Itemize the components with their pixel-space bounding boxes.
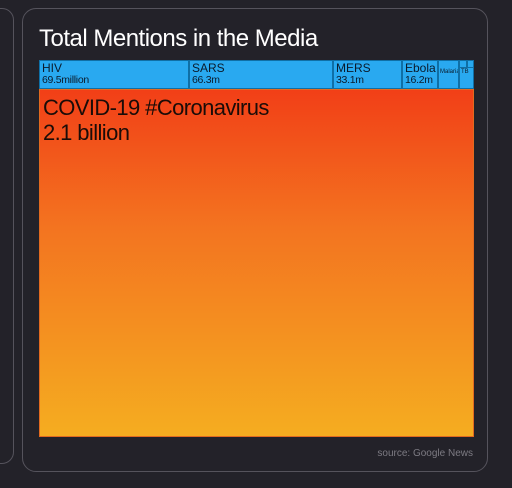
source-note: source: Google News: [377, 448, 473, 459]
tile-hiv-name: HIV: [42, 61, 63, 75]
tile-mers-value: 33.1m: [336, 74, 364, 86]
tile-sars[interactable]: SARS 66.3m: [189, 60, 333, 89]
tile-ebola-value: 16.2m: [405, 74, 433, 86]
tile-mers-name: MERS: [336, 61, 371, 75]
tile-hiv-value: 69.5million: [42, 74, 89, 86]
tile-malaria-name: Malaria: [440, 69, 459, 75]
tile-hiv[interactable]: HIV 69.5million: [39, 60, 189, 89]
tile-ebola[interactable]: Ebola 16.2m: [402, 60, 438, 89]
tile-minor-b[interactable]: [467, 60, 474, 68]
adjacent-card-edge: [0, 8, 14, 464]
tile-malaria[interactable]: Malaria: [438, 60, 459, 89]
treemap: HIV 69.5million SARS 66.3m MERS 33.1m Eb…: [39, 60, 474, 437]
chart-card: Total Mentions in the Media HIV 69.5mill…: [22, 8, 488, 472]
tile-ebola-name: Ebola: [405, 61, 436, 75]
tile-covid-name: COVID-19 #Coronavirus: [43, 95, 269, 120]
tile-sars-name: SARS: [192, 61, 225, 75]
tile-mers[interactable]: MERS 33.1m: [333, 60, 402, 89]
tile-covid[interactable]: COVID-19 #Coronavirus 2.1 billion: [39, 89, 474, 437]
tile-tb-name: TB: [461, 69, 469, 75]
tile-minor-a[interactable]: [459, 60, 467, 68]
chart-title: Total Mentions in the Media: [39, 25, 318, 52]
tile-covid-value: 2.1 billion: [43, 120, 130, 145]
tile-sars-value: 66.3m: [192, 74, 220, 86]
